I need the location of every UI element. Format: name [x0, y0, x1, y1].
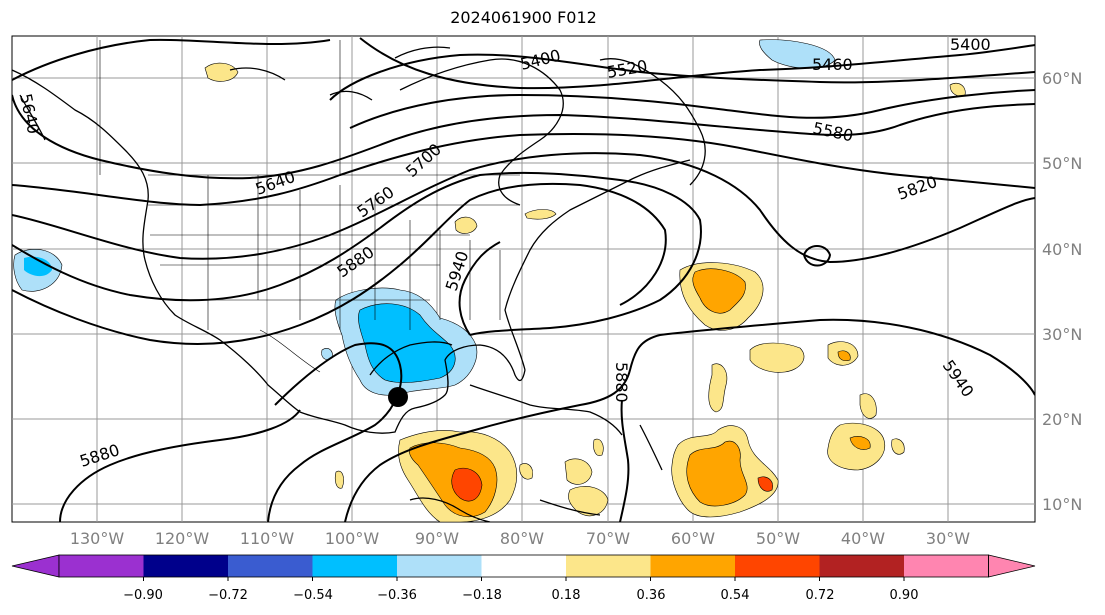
colorbar-tick-label: 0.72 [806, 588, 835, 603]
lon-label: 130°W [70, 529, 125, 548]
lat-label: 50°N [1042, 154, 1082, 173]
colorbar-tick-label: −0.18 [462, 588, 502, 603]
lat-label: 20°N [1042, 410, 1082, 429]
colorbar-tick-label: −0.90 [123, 588, 163, 603]
colorbar-tick-label: 0.54 [721, 588, 750, 603]
colorbar-extend-high [988, 554, 1036, 578]
colorbar-tick-label: −0.72 [208, 588, 248, 603]
contour-label: 5460 [812, 55, 853, 74]
lat-label: 40°N [1042, 240, 1082, 259]
lat-label: 60°N [1042, 69, 1082, 88]
lon-label: 110°W [240, 529, 295, 548]
colorbar-extend-low [11, 554, 60, 578]
colorbar-segment [143, 555, 228, 577]
colorbar-segment [566, 555, 651, 577]
lat-label: 30°N [1042, 325, 1082, 344]
lat-label: 10°N [1042, 495, 1082, 514]
contour-label: 5880 [612, 362, 631, 403]
latitude-axis: 60°N 50°N 40°N 30°N 20°N 10°N [1042, 69, 1082, 514]
lon-label: 30°W [926, 529, 970, 548]
colorbar-segment [650, 555, 735, 577]
longitude-axis: 130°W 120°W 110°W 100°W 90°W 80°W 70°W 6… [70, 529, 970, 548]
colorbar-segment [481, 555, 566, 577]
contour-label: 5400 [950, 35, 991, 54]
colorbar-segment [904, 555, 989, 577]
colorbar-segment [228, 555, 313, 577]
colorbar-segment [397, 555, 482, 577]
colorbar-outline [58, 554, 989, 578]
colorbar-segment [819, 555, 904, 577]
lon-label: 80°W [500, 529, 544, 548]
lon-label: 100°W [325, 529, 380, 548]
shading-negative [13, 39, 836, 396]
colorbar-tick-label: 0.36 [637, 588, 666, 603]
map-panel: 5400 5400 5460 5520 5580 5640 5640 5700 … [11, 35, 1036, 523]
colorbar-tick-label: 0.18 [552, 588, 581, 603]
colorbar: −0.90 −0.72 −0.54 −0.36 −0.18 0.18 0.36 … [11, 554, 1036, 603]
colorbar-tick-label: −0.54 [293, 588, 333, 603]
colorbar-segment [735, 555, 820, 577]
colorbar-segment [59, 555, 144, 577]
storm-center-marker [388, 387, 408, 407]
lon-label: 50°W [756, 529, 800, 548]
colorbar-tick-label: −0.36 [377, 588, 417, 603]
colorbar-tick-label: 0.90 [890, 588, 919, 603]
lon-label: 40°W [841, 529, 885, 548]
lon-label: 90°W [415, 529, 459, 548]
map-title: 2024061900 F012 [450, 8, 597, 27]
shading-positive [204, 62, 966, 522]
lon-label: 70°W [586, 529, 630, 548]
colorbar-segment [312, 555, 397, 577]
lon-label: 60°W [671, 529, 715, 548]
lon-label: 120°W [155, 529, 210, 548]
height-contours [12, 37, 1035, 522]
